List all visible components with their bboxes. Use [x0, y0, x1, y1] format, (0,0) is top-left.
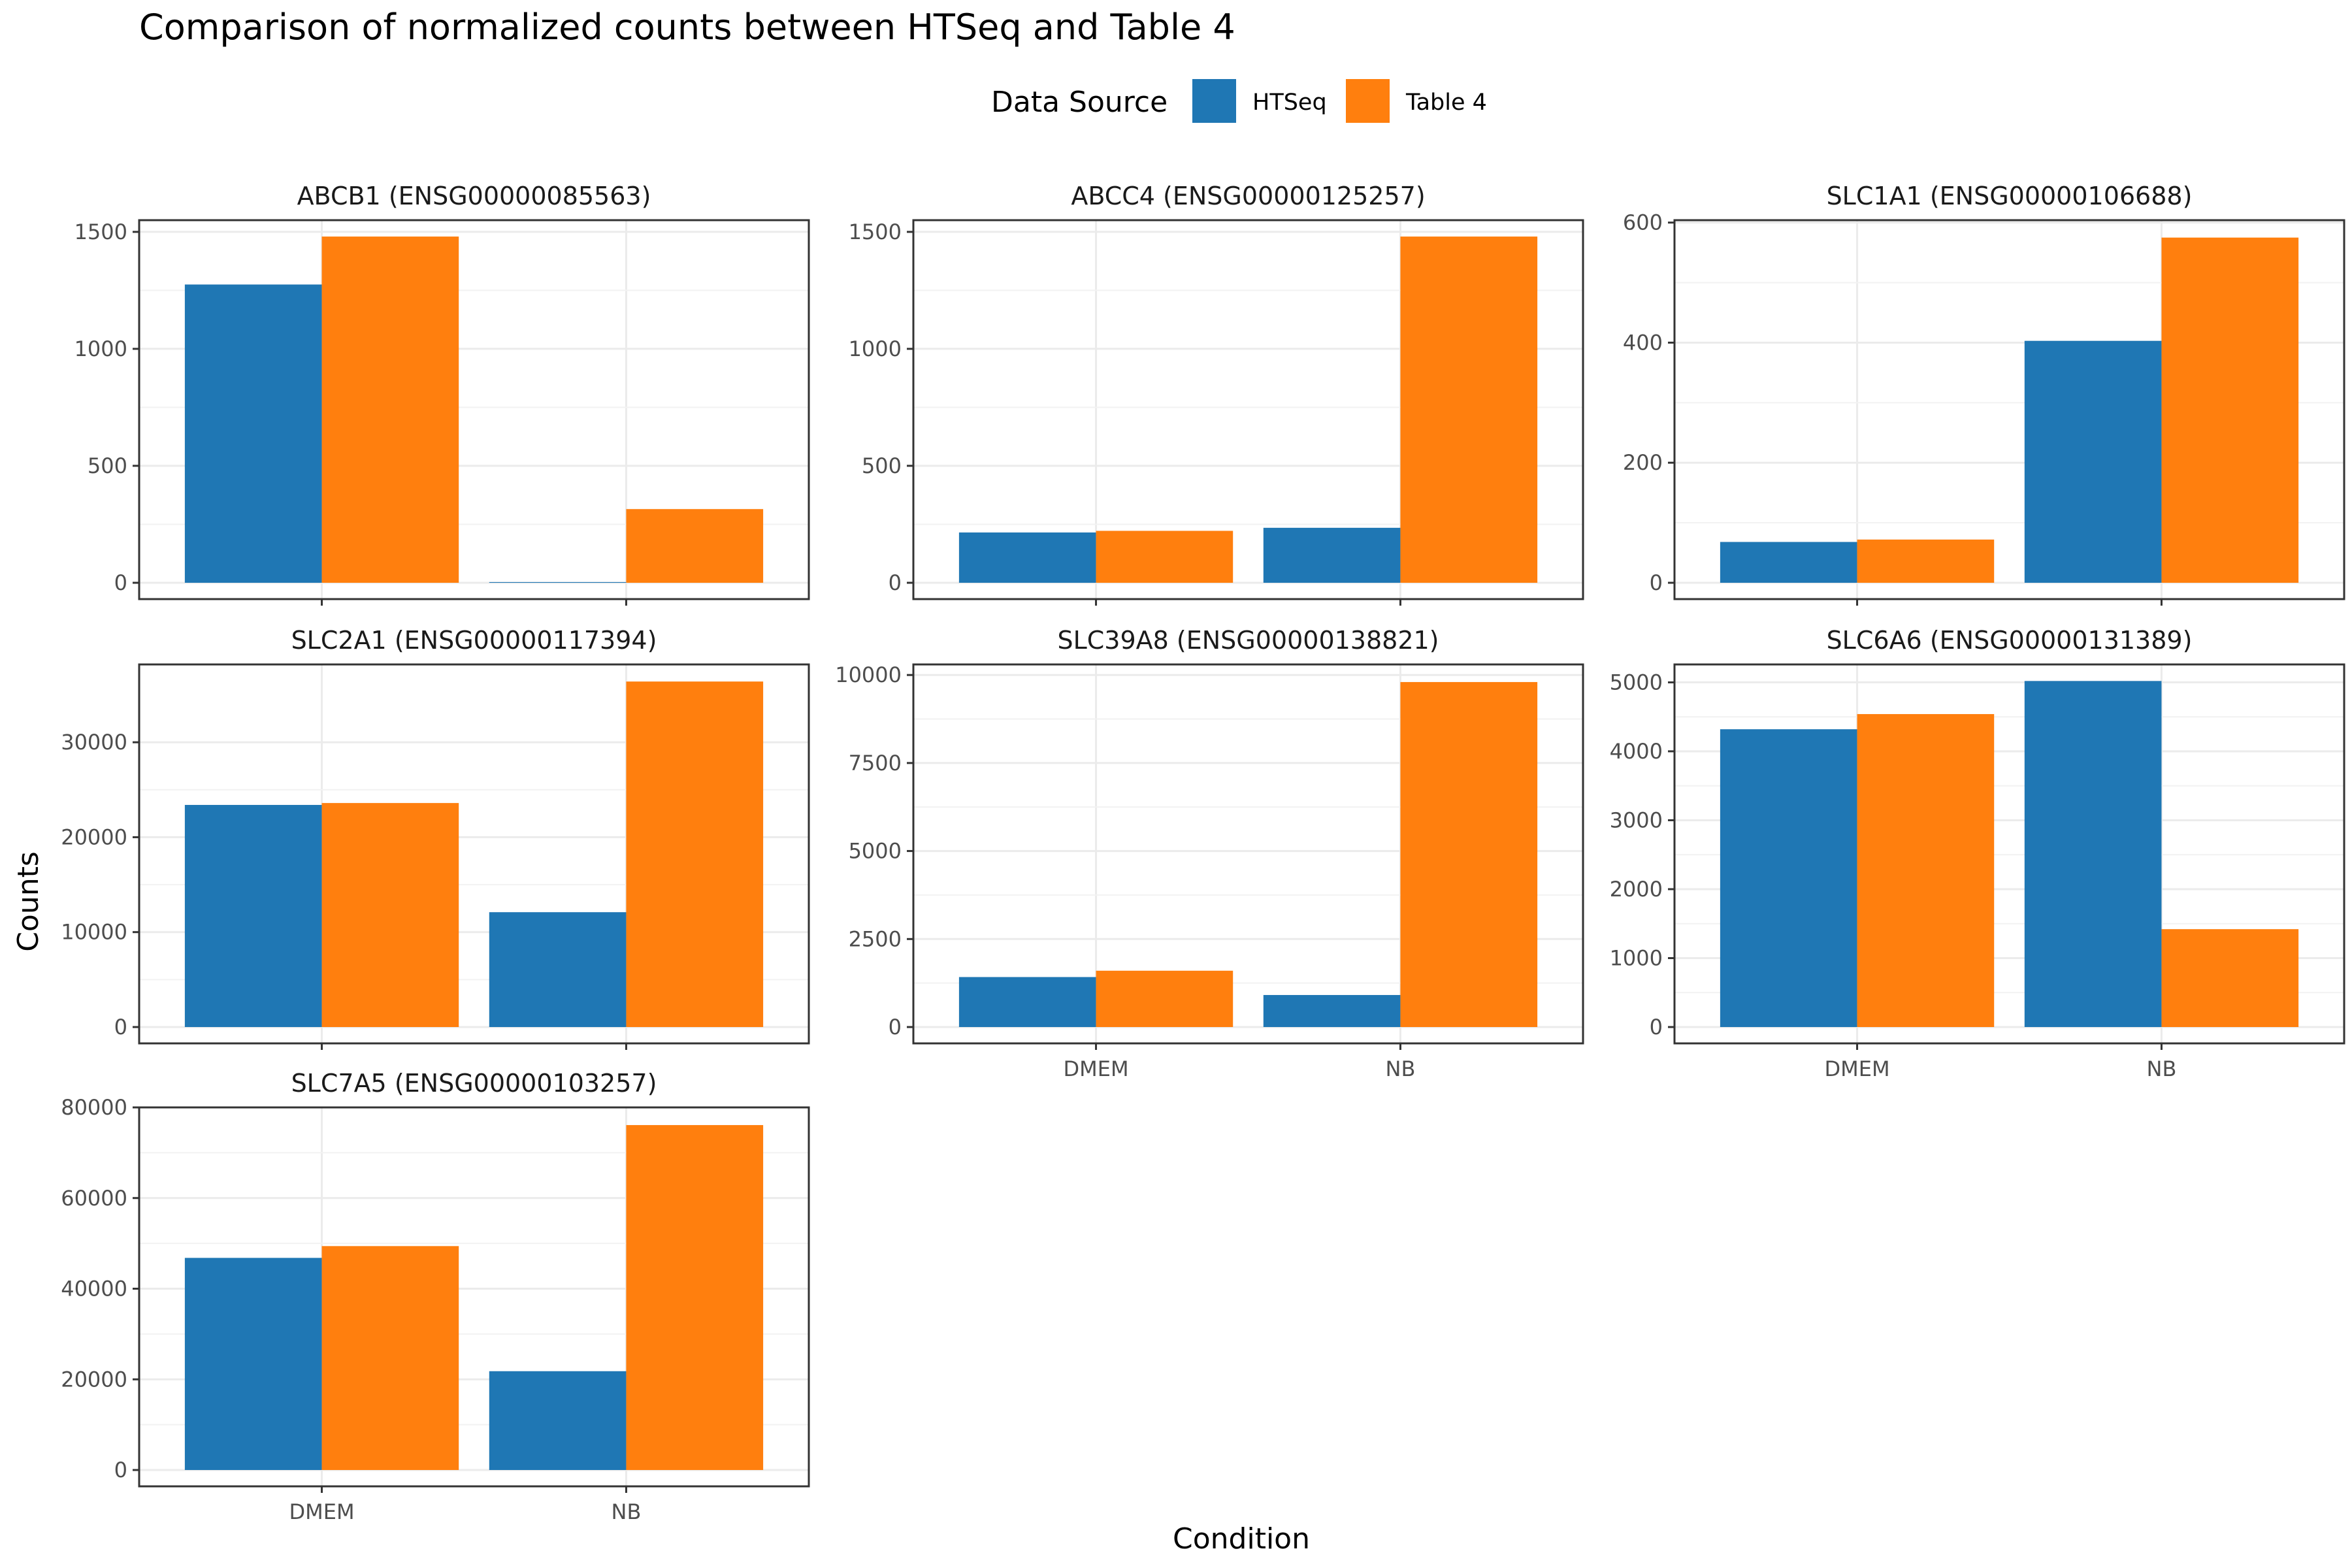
x-axis-title: Condition	[1173, 1522, 1310, 1556]
bar-slc7a5-table-4-nb	[626, 1125, 764, 1470]
bar-slc7a5-table-4-dmem	[321, 1246, 459, 1470]
y-tick-label: 1500	[74, 220, 127, 244]
facet-abcb1: ABCB1 (ENSG00000085563) 0 500 1000 1500	[74, 182, 810, 606]
panel-border	[138, 219, 810, 600]
facet-title: ABCC4 (ENSG00000125257)	[1071, 182, 1425, 210]
bar-slc2a1-table-4-dmem	[321, 803, 459, 1027]
y-tick-label: 1000	[849, 336, 902, 361]
legend-title: Data Source	[991, 86, 1168, 119]
bar-slc7a5-htseq-nb	[489, 1371, 627, 1470]
y-tick-label: 2000	[1610, 877, 1663, 902]
y-tick-label: 40000	[61, 1277, 127, 1301]
bar-slc1a1-htseq-dmem	[1720, 542, 1857, 583]
panel-border	[138, 663, 810, 1045]
facet-slc7a5: SLC7A5 (ENSG00000103257) 0 20000 40000 60000…	[61, 1069, 810, 1524]
y-tick-label: 20000	[61, 1367, 127, 1392]
y-tick-label: 80000	[61, 1095, 127, 1120]
legend-swatch-htseq	[1192, 79, 1236, 123]
y-tick-label: 30000	[61, 730, 127, 755]
facet-slc6a6: SLC6A6 (ENSG00000131389) 0 1000 2000 3000 400…	[1610, 626, 2345, 1081]
bar-slc2a1-htseq-nb	[489, 912, 627, 1027]
bar-abcb1-htseq-nb	[489, 581, 627, 583]
bar-slc39a8-htseq-nb	[1263, 994, 1401, 1027]
bar-slc39a8-table-4-nb	[1400, 681, 1538, 1027]
y-axis-title: Counts	[12, 851, 45, 952]
facet-title: SLC39A8 (ENSG00000138821)	[1057, 626, 1439, 655]
y-tick-label: 0	[114, 1458, 127, 1482]
facet-title: SLC7A5 (ENSG00000103257)	[291, 1069, 657, 1098]
y-tick-label: 7500	[849, 751, 902, 776]
y-tick-label: 1000	[74, 336, 127, 361]
bar-slc39a8-table-4-dmem	[1096, 970, 1233, 1027]
legend: Data Source HTSeq Table 4	[991, 79, 1487, 123]
y-tick-label: 60000	[61, 1186, 127, 1211]
facet-title: SLC6A6 (ENSG00000131389)	[1827, 626, 2193, 655]
legend-label-table4: Table 4	[1405, 90, 1487, 116]
y-tick-label: 0	[1650, 1015, 1663, 1039]
y-tick-label: 2500	[849, 926, 902, 951]
y-tick-label: 10000	[835, 662, 902, 687]
bar-slc6a6-htseq-dmem	[1720, 729, 1857, 1027]
bar-abcc4-table-4-dmem	[1096, 531, 1233, 583]
bar-slc6a6-htseq-nb	[2024, 681, 2162, 1027]
facet-slc2a1: SLC2A1 (ENSG00000117394) 0 10000 20000 30000	[61, 626, 810, 1050]
bar-slc1a1-table-4-dmem	[1857, 539, 1995, 583]
y-tick-label: 20000	[61, 825, 127, 849]
bar-slc2a1-table-4-nb	[626, 681, 764, 1027]
x-tick-label: DMEM	[1825, 1056, 1890, 1081]
y-tick-label: 600	[1623, 210, 1663, 235]
legend-label-htseq: HTSeq	[1252, 90, 1327, 116]
y-tick-label: 0	[114, 1015, 127, 1039]
panel-border	[1673, 219, 2345, 600]
panel-border	[1673, 663, 2345, 1045]
panel-border	[912, 663, 1584, 1045]
y-tick-label: 5000	[1610, 670, 1663, 694]
y-tick-label: 4000	[1610, 739, 1663, 764]
bar-abcc4-htseq-nb	[1263, 527, 1401, 583]
chart-title: Comparison of normalized counts between …	[139, 7, 1235, 48]
x-tick-label: DMEM	[289, 1499, 355, 1524]
facet-title: SLC1A1 (ENSG00000106688)	[1827, 182, 2193, 210]
bar-slc7a5-htseq-dmem	[184, 1258, 322, 1470]
panel-border	[138, 1106, 810, 1488]
bar-abcb1-htseq-dmem	[184, 284, 322, 583]
y-tick-label: 0	[1650, 570, 1663, 595]
legend-swatch-table4	[1346, 79, 1390, 123]
y-tick-label: 5000	[849, 839, 902, 864]
y-tick-label: 3000	[1610, 808, 1663, 832]
bar-slc1a1-htseq-nb	[2024, 340, 2162, 583]
panel-border	[912, 219, 1584, 600]
facet-slc39a8: SLC39A8 (ENSG00000138821) 0 2500 5000 7500 10…	[835, 626, 1584, 1081]
x-tick-label: NB	[612, 1499, 642, 1524]
bar-abcb1-table-4-nb	[626, 509, 764, 583]
x-tick-label: NB	[1386, 1056, 1416, 1081]
bar-abcc4-table-4-nb	[1400, 237, 1538, 583]
y-tick-label: 500	[88, 453, 127, 478]
y-tick-label: 0	[889, 570, 902, 595]
facet-slc1a1: SLC1A1 (ENSG00000106688) 0 200 400 600	[1623, 182, 2345, 606]
y-tick-label: 1000	[1610, 945, 1663, 970]
y-tick-label: 0	[114, 570, 127, 595]
bar-abcb1-table-4-dmem	[321, 237, 459, 583]
bar-slc1a1-table-4-nb	[2161, 237, 2299, 583]
bar-slc2a1-htseq-dmem	[184, 805, 322, 1027]
y-tick-label: 200	[1623, 450, 1663, 475]
facet-title: ABCB1 (ENSG00000085563)	[297, 182, 651, 210]
facet-title: SLC2A1 (ENSG00000117394)	[291, 626, 657, 655]
facet-panels: ABCB1 (ENSG00000085563)050010001500ABCC4…	[61, 182, 2345, 1524]
bar-slc39a8-htseq-dmem	[958, 977, 1096, 1027]
y-tick-label: 500	[862, 453, 902, 478]
facet-abcc4: ABCC4 (ENSG00000125257) 0 500 1000 1500	[849, 182, 1584, 606]
y-tick-label: 1500	[849, 220, 902, 244]
bar-slc6a6-table-4-nb	[2161, 929, 2299, 1027]
y-tick-label: 10000	[61, 920, 127, 945]
x-tick-label: DMEM	[1064, 1056, 1129, 1081]
bar-slc6a6-table-4-dmem	[1857, 713, 1995, 1027]
y-tick-label: 400	[1623, 330, 1663, 355]
bar-abcc4-htseq-dmem	[958, 532, 1096, 583]
x-tick-label: NB	[2147, 1056, 2177, 1081]
y-tick-label: 0	[889, 1015, 902, 1039]
